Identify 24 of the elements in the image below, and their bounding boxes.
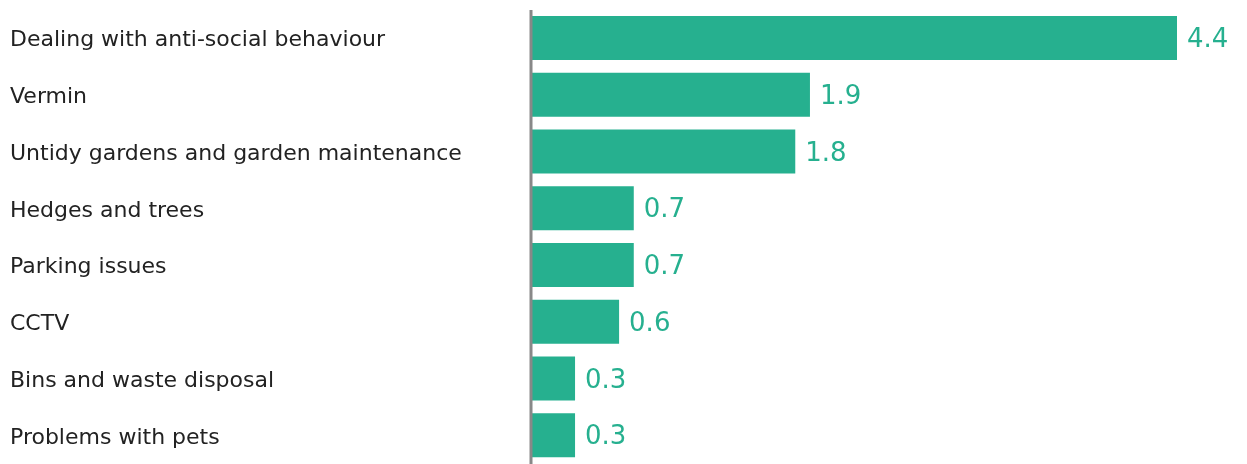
bar — [531, 413, 576, 458]
y-tick-label: CCTV — [10, 310, 70, 336]
bar — [531, 243, 634, 287]
bar — [531, 129, 796, 174]
bar — [531, 186, 634, 231]
bar — [531, 72, 810, 117]
data-label: 1.9 — [819, 79, 862, 110]
data-label: 0.3 — [585, 363, 627, 394]
y-tick-label: Dealing with anti-social behaviour — [10, 26, 387, 52]
data-label: 0.6 — [629, 306, 671, 337]
y-tick-label: Vermin — [10, 83, 88, 109]
data-label: 4.4 — [1187, 23, 1229, 54]
data-label: 1.8 — [805, 136, 847, 167]
bar — [531, 356, 576, 401]
bar — [531, 299, 620, 344]
y-tick-label: Parking issues — [10, 253, 167, 279]
y-tick-label: Problems with pets — [10, 423, 220, 449]
data-label: 0.7 — [643, 193, 686, 224]
y-tick-label: Hedges and trees — [10, 196, 205, 222]
y-tick-label: Bins and waste disposal — [10, 366, 275, 392]
data-label: 0.3 — [585, 420, 627, 451]
y-tick-label: Untidy gardens and garden maintenance — [10, 139, 462, 165]
bar — [531, 16, 1177, 60]
data-label: 0.7 — [643, 250, 686, 281]
